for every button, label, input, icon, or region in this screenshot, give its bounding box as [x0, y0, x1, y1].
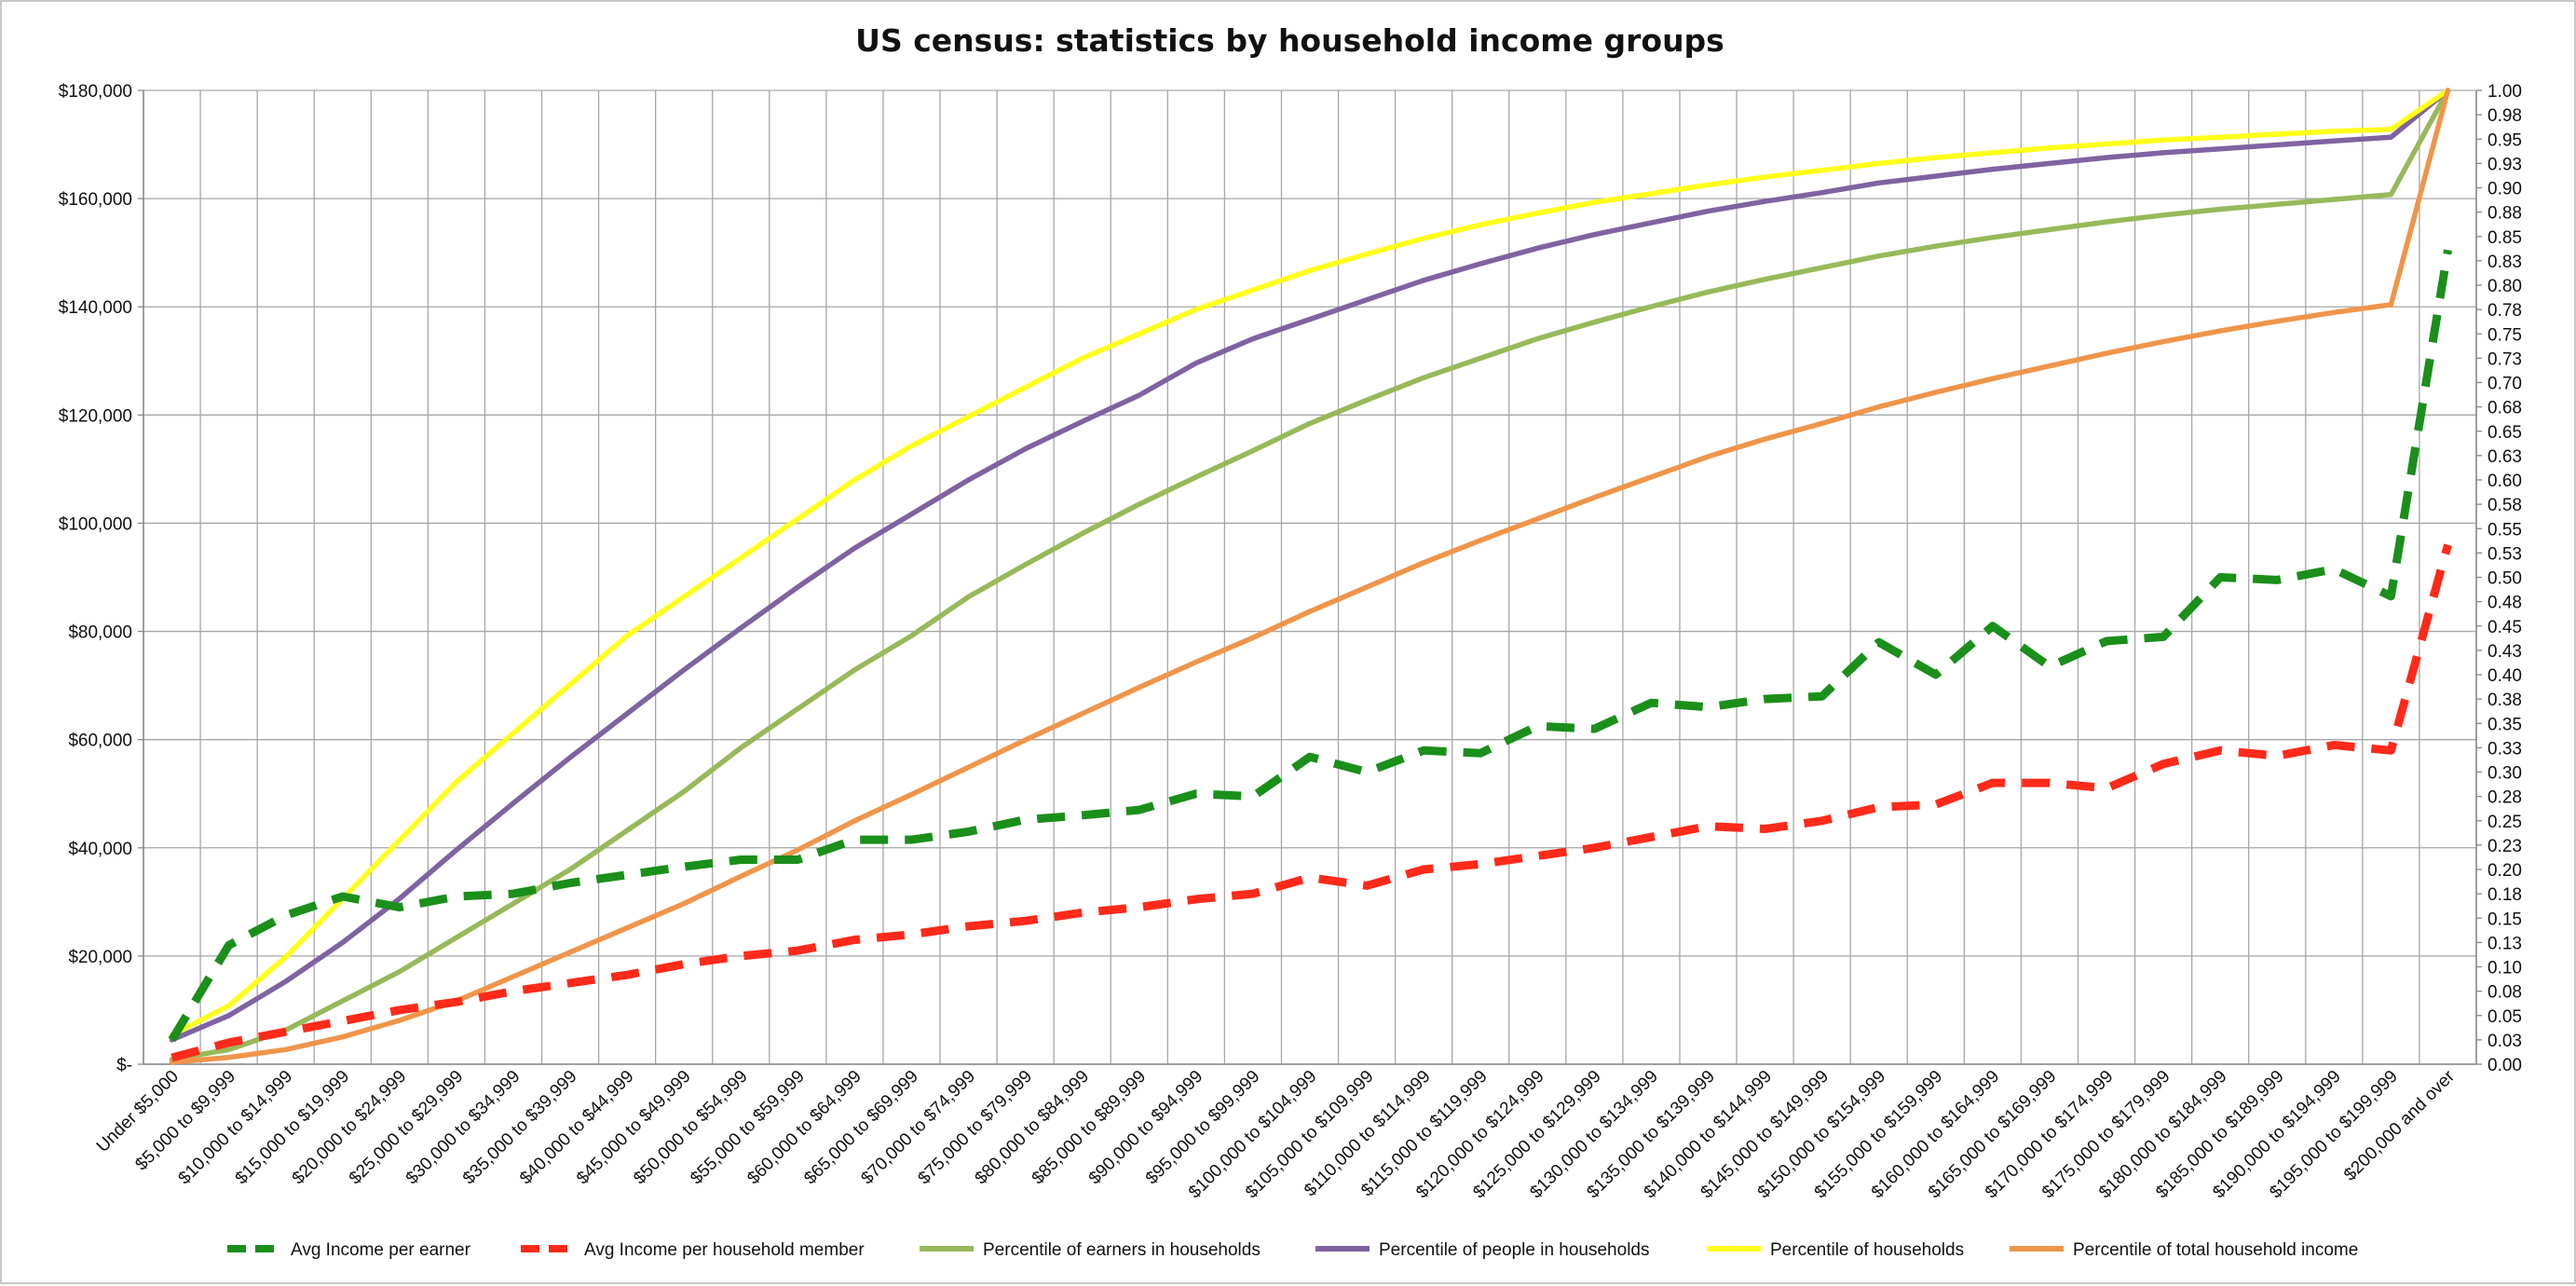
y-right-tick-label: 0.08: [2487, 983, 2522, 1003]
y-right-tick-label: 0.93: [2487, 155, 2522, 174]
y-right-tick-label: 0.45: [2487, 618, 2522, 637]
y-right-tick-label: 0.80: [2487, 277, 2522, 296]
y-right-tick-label: 0.83: [2487, 253, 2522, 272]
series-line: [169, 88, 2451, 1065]
y-right-tick-label: 0.98: [2487, 106, 2522, 126]
series-line: [170, 543, 2452, 1062]
y-right-tick-label: 0.68: [2487, 399, 2522, 418]
y-right-tick-label: 0.20: [2487, 861, 2522, 881]
y-right-tick-label: 0.18: [2487, 885, 2522, 905]
legend-label: Percentile of households: [1770, 1240, 1964, 1260]
y-right-tick-label: 0.65: [2487, 423, 2522, 443]
y-right-tick-label: 0.05: [2487, 1007, 2522, 1027]
legend-label: Avg Income per household member: [584, 1240, 865, 1260]
y-right-tick-label: 0.33: [2487, 739, 2522, 759]
legend-label: Percentile of total household income: [2073, 1240, 2358, 1260]
y-right-tick-label: 1.00: [2487, 82, 2522, 102]
y-left-tick-label: $80,000: [68, 623, 132, 643]
y-right-tick-label: 0.00: [2487, 1056, 2522, 1075]
y-right-tick-label: 0.70: [2487, 375, 2522, 394]
y-right-tick-label: 0.25: [2487, 813, 2522, 832]
y-right-tick-label: 0.23: [2487, 837, 2522, 856]
y-right-tick-label: 0.35: [2487, 715, 2522, 734]
series-line: [169, 88, 2451, 1038]
y-right-tick-label: 0.13: [2487, 934, 2522, 953]
x-tick-label: $5,000 to $9,999: [131, 1067, 239, 1175]
x-tick-label: $200,000 and over: [2340, 1066, 2459, 1184]
y-right-tick-label: 0.75: [2487, 325, 2522, 345]
y-left-tick-label: $160,000: [59, 190, 132, 210]
y-left-tick-label: $180,000: [59, 82, 132, 102]
series-line: [169, 88, 2451, 1043]
y-right-tick-label: 0.78: [2487, 301, 2522, 321]
y-right-tick-label: 0.28: [2487, 788, 2522, 808]
y-left-tick-label: $100,000: [59, 514, 132, 534]
legend-label: Percentile of earners in households: [983, 1240, 1261, 1260]
y-right-tick-label: 0.50: [2487, 569, 2522, 589]
y-right-tick-label: 0.60: [2487, 472, 2522, 491]
y-left-tick-label: $120,000: [59, 406, 132, 426]
y-right-tick-label: 0.38: [2487, 691, 2522, 710]
y-left-tick-label: $60,000: [68, 732, 132, 751]
y-right-tick-label: 0.10: [2487, 959, 2522, 978]
y-right-tick-label: 0.58: [2487, 496, 2522, 515]
legend-label: Percentile of people in households: [1379, 1240, 1649, 1260]
y-right-tick-label: 0.85: [2487, 228, 2522, 248]
y-right-tick-label: 0.43: [2487, 642, 2522, 662]
y-right-tick-label: 0.73: [2487, 349, 2522, 369]
y-left-tick-label: $140,000: [59, 298, 132, 318]
y-left-tick-label: $20,000: [68, 948, 132, 967]
y-right-tick-label: 0.88: [2487, 204, 2522, 224]
y-right-tick-label: 0.40: [2487, 666, 2522, 686]
y-right-tick-label: 0.48: [2487, 594, 2522, 613]
y-right-tick-label: 0.15: [2487, 910, 2522, 929]
y-right-tick-label: 0.53: [2487, 544, 2522, 564]
y-right-tick-label: 0.90: [2487, 180, 2522, 199]
chart-title: US census: statistics by household incom…: [855, 22, 1724, 59]
y-right-tick-label: 0.95: [2487, 130, 2522, 150]
y-right-tick-label: 0.30: [2487, 764, 2522, 784]
series-line: [169, 88, 2451, 1062]
y-right-tick-label: 0.55: [2487, 520, 2522, 540]
legend-label: Avg Income per earner: [291, 1240, 471, 1260]
series-line: [168, 249, 2452, 1043]
y-right-tick-label: 0.63: [2487, 447, 2522, 467]
y-right-tick-label: 0.03: [2487, 1032, 2522, 1051]
y-left-tick-label: $40,000: [68, 840, 132, 859]
y-left-tick-label: $-: [116, 1056, 132, 1075]
